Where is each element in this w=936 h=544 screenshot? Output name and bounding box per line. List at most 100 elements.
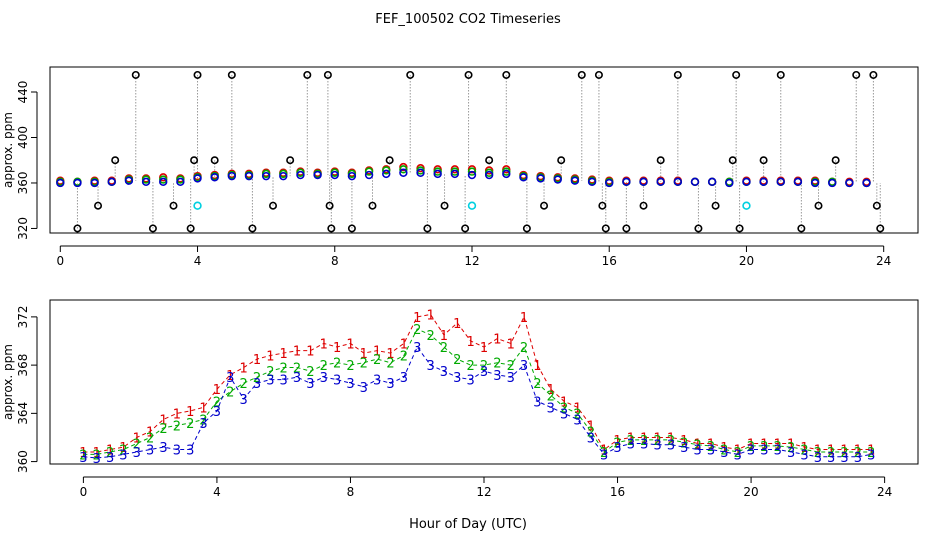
point-marker-3: 3	[627, 438, 635, 453]
point-marker-2: 2	[600, 446, 608, 461]
x-tick-label: 20	[739, 254, 754, 268]
point-marker-1: 1	[266, 349, 274, 364]
point-circles-blue	[570, 176, 580, 185]
point-circles-blue	[141, 177, 151, 187]
point-marker-3: 3	[774, 444, 782, 459]
point-circles-cyan	[742, 201, 751, 210]
point-marker-1: 1	[547, 383, 555, 398]
point-circles-cyan	[193, 201, 202, 210]
point-marker-2: 2	[453, 353, 461, 368]
point-marker-1: 1	[320, 337, 328, 352]
point-marker-1: 1	[293, 345, 301, 360]
point-circles-green	[382, 166, 391, 175]
point-marker-1: 1	[213, 383, 221, 398]
point-marker-3: 3	[587, 431, 595, 446]
point-circles-black-outliers	[673, 70, 682, 79]
point-marker-1: 1	[840, 444, 848, 459]
point-marker-3: 3	[400, 371, 408, 386]
point-circles-blue	[124, 176, 134, 185]
point-marker-3: 3	[440, 365, 448, 380]
point-circles-black-outliers	[440, 201, 449, 210]
point-marker-2: 2	[520, 341, 528, 356]
point-marker-2: 2	[360, 357, 368, 372]
point-marker-3: 3	[787, 446, 795, 461]
point-marker-1: 1	[667, 431, 675, 446]
point-circles-black-outliers	[325, 201, 334, 210]
point-marker-1: 1	[467, 335, 475, 350]
point-marker-1: 1	[280, 347, 288, 362]
series-line-2	[83, 328, 872, 455]
point-marker-3: 3	[547, 401, 555, 416]
point-marker-2: 2	[413, 323, 421, 338]
point-marker-2: 2	[493, 357, 501, 372]
point-circles-blue	[725, 178, 734, 188]
point-circles-black-outliers	[269, 201, 278, 210]
point-marker-1: 1	[747, 438, 755, 453]
point-marker-2: 2	[213, 395, 221, 410]
point-marker-2: 2	[173, 419, 181, 434]
x-tick-label: 16	[610, 485, 625, 499]
point-marker-2: 2	[560, 401, 568, 416]
point-marker-2: 2	[694, 439, 702, 454]
point-marker-1: 1	[814, 444, 822, 459]
point-marker-2: 2	[280, 362, 288, 377]
point-circles-blue	[639, 177, 648, 187]
point-marker-3: 3	[493, 369, 501, 384]
point-circles-blue	[347, 171, 357, 181]
point-marker-2: 2	[734, 446, 742, 461]
y-tick-label: 360	[16, 450, 30, 473]
point-circles-black-outliers	[327, 224, 336, 233]
point-marker-2: 2	[573, 407, 581, 422]
point-marker-3: 3	[867, 448, 875, 463]
series-line-1	[83, 313, 872, 453]
point-marker-3: 3	[93, 452, 101, 467]
point-circles-black-outliers	[711, 201, 720, 210]
point-marker-3: 3	[760, 444, 768, 459]
point-marker-3: 3	[734, 448, 742, 463]
point-marker-3: 3	[360, 381, 368, 396]
point-circles-black-outliers	[190, 156, 199, 165]
point-marker-1: 1	[867, 444, 875, 459]
point-circles-black-outliers	[186, 224, 195, 233]
point-circles-black-outliers	[694, 224, 703, 233]
point-marker-3: 3	[467, 374, 475, 389]
point-marker-1: 1	[707, 438, 715, 453]
x-tick-label: 8	[331, 254, 339, 268]
point-marker-2: 2	[840, 446, 848, 461]
point-circles-black-outliers	[577, 70, 586, 79]
point-marker-1: 1	[520, 311, 528, 326]
plot-frame	[49, 66, 919, 234]
point-marker-3: 3	[159, 441, 167, 456]
point-circles-blue	[862, 178, 871, 188]
point-marker-2: 2	[133, 438, 141, 453]
point-marker-3: 3	[600, 448, 608, 463]
point-circles-black-outliers	[148, 224, 157, 233]
x-tick-label: 24	[877, 485, 892, 499]
point-marker-1: 1	[627, 431, 635, 446]
point-marker-1: 1	[253, 353, 261, 368]
point-circles-black-outliers	[485, 156, 494, 165]
point-marker-2: 2	[467, 359, 475, 374]
point-marker-2: 2	[373, 353, 381, 368]
y-tick-label: 400	[16, 126, 30, 149]
point-marker-3: 3	[667, 439, 675, 454]
point-marker-2: 2	[346, 359, 354, 374]
point-marker-1: 1	[93, 446, 101, 461]
point-circles-blue	[707, 177, 717, 187]
point-marker-1: 1	[600, 444, 608, 459]
point-circles-black-outliers	[461, 224, 470, 233]
point-circles-blue	[227, 171, 237, 181]
point-circles-black-outliers	[622, 224, 631, 233]
point-marker-3: 3	[133, 446, 141, 461]
point-marker-1: 1	[360, 347, 368, 362]
point-circles-blue	[433, 169, 442, 179]
point-marker-2: 2	[587, 425, 595, 440]
point-marker-3: 3	[814, 451, 822, 466]
point-circles-black-outliers	[303, 70, 312, 79]
point-circles-black-outliers	[732, 70, 741, 79]
point-circles-blue	[828, 178, 837, 188]
point-circles-black-outliers	[735, 224, 744, 233]
point-marker-3: 3	[266, 374, 274, 389]
point-marker-3: 3	[213, 405, 221, 420]
